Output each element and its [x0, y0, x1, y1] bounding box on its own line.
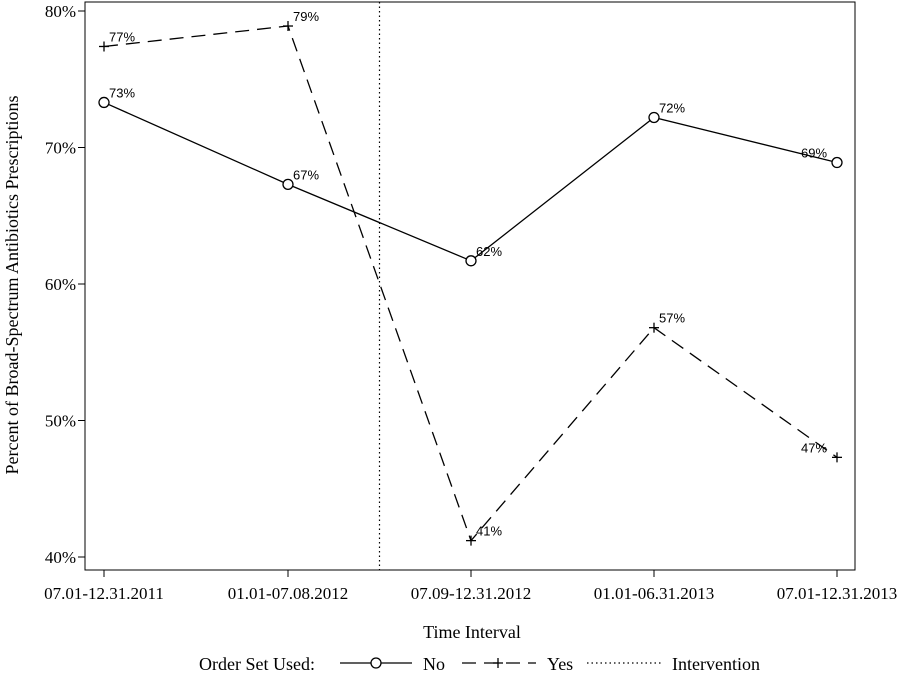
plus-marker: [832, 452, 842, 463]
circle-marker: [98, 96, 110, 109]
data-label: 72%: [659, 100, 685, 115]
circle-marker: [648, 111, 660, 124]
legend-title: Order Set Used:: [199, 654, 315, 673]
data-label: 62%: [476, 244, 502, 259]
x-tick-label: 01.01-07.08.2012: [228, 584, 348, 603]
data-labels: 73% 67% 62% 72% 69% 77% 79% 41% 57% 47%: [109, 9, 827, 539]
legend: Order Set Used: No Yes Intervention: [199, 654, 760, 673]
x-tick-label: 07.09-12.31.2012: [411, 584, 531, 603]
plot-border: [84, 1, 856, 571]
plus-marker: [283, 21, 293, 32]
plus-marker: [466, 535, 476, 546]
y-axis-title: Percent of Broad-Spectrum Antibiotics Pr…: [2, 96, 22, 475]
series-layer: [98, 21, 843, 546]
data-label: 57%: [659, 311, 685, 326]
series-line-no: [103, 101, 838, 262]
x-axis-title: Time Interval: [423, 622, 521, 642]
series-line-yes: [103, 25, 838, 542]
x-tick-label: 07.01-12.31.2013: [777, 584, 897, 603]
y-tick-label: 70%: [45, 139, 76, 158]
legend-item-no: [340, 657, 412, 669]
plus-marker: [493, 658, 503, 668]
y-tick-label: 60%: [45, 275, 76, 294]
circle-marker: [370, 657, 382, 669]
y-tick-label: 80%: [45, 2, 76, 21]
y-tick-label: 50%: [45, 412, 76, 431]
legend-label-no: No: [423, 654, 445, 673]
data-label: 67%: [293, 167, 319, 182]
legend-item-yes: [462, 658, 536, 668]
data-label: 77%: [109, 29, 135, 44]
legend-label-intervention: Intervention: [672, 654, 760, 673]
data-label: 41%: [476, 524, 502, 539]
x-tick-label: 07.01-12.31.2011: [44, 584, 164, 603]
x-tick-label: 01.01-06.31.2013: [594, 584, 714, 603]
x-axis: 07.01-12.31.2011 01.01-07.08.2012 07.09-12…: [44, 570, 897, 603]
y-axis: 40% 50% 60% 70% 80%: [45, 2, 85, 567]
plot-frame: [84, 1, 856, 571]
data-label: 79%: [293, 9, 319, 24]
y-tick-label: 40%: [45, 548, 76, 567]
legend-label-yes: Yes: [547, 654, 573, 673]
plus-marker: [99, 41, 109, 52]
circle-marker: [282, 178, 294, 191]
data-label: 47%: [801, 440, 827, 455]
plus-marker: [649, 322, 659, 333]
data-label: 73%: [109, 85, 135, 100]
data-label: 69%: [801, 146, 827, 161]
circle-marker: [465, 255, 477, 267]
circle-marker: [831, 156, 843, 169]
